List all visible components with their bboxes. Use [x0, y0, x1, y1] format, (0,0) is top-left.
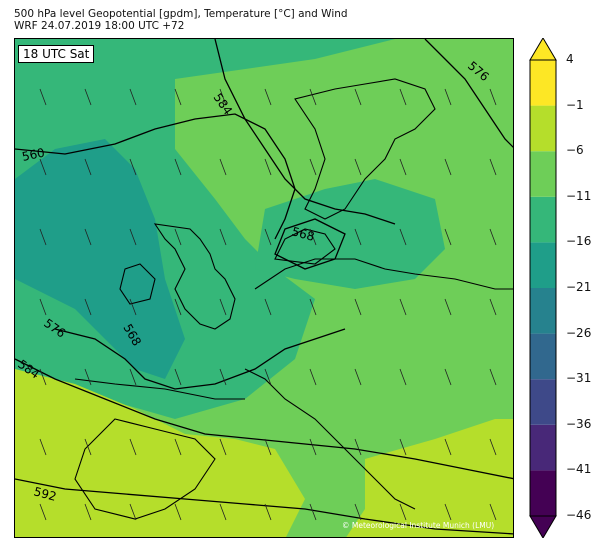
contour-label-568-center: 568 — [290, 224, 316, 243]
valid-time-label: 18 UTC Sat — [18, 45, 95, 63]
colorbar-segment — [530, 196, 556, 243]
colorbar-tick-label: −36 — [566, 416, 592, 431]
colorbar-segment — [530, 379, 556, 425]
contour-label-560: 560 — [21, 145, 46, 163]
colorbar-tick-label: −16 — [566, 234, 592, 249]
colorbar-tick-label: −46 — [566, 508, 592, 522]
copyright-text: © Meteorological Institute Munich (LMU) — [342, 521, 495, 530]
colorbar-tick-label: −41 — [566, 462, 592, 477]
colorbar-segment — [530, 333, 556, 380]
colorbar-segment — [530, 105, 556, 152]
contour-label-592: 592 — [32, 484, 58, 503]
temp-field-cold-core — [255, 179, 445, 289]
colorbar-segment — [530, 470, 556, 516]
chart-subtitle: WRF 24.07.2019 18:00 UTC +72 — [14, 20, 185, 32]
colorbar-segment — [530, 242, 556, 288]
temp-field-warm-south — [15, 369, 305, 537]
wind-barbs — [39, 88, 497, 521]
colorbar-segment — [530, 151, 556, 197]
chart-title: 500 hPa level Geopotential [gpdm], Tempe… — [14, 8, 348, 20]
colorbar-segment — [530, 288, 556, 334]
temperature-colorbar — [529, 38, 557, 538]
coastlines — [74, 78, 513, 520]
colorbar-tick-label: 4 — [566, 52, 574, 66]
colorbar-tick-label: −11 — [566, 188, 592, 203]
colorbar-segment — [530, 60, 556, 106]
temp-field-cold-west — [15, 139, 185, 379]
colorbar-tick-label: −6 — [566, 143, 584, 158]
temp-field-warm-southeast — [346, 419, 513, 537]
colorbar-tick-label: −21 — [566, 280, 592, 294]
colorbar-segment — [530, 424, 556, 471]
colorbar-bottom-arrow — [529, 515, 557, 538]
colorbar-tick-label: −26 — [566, 325, 592, 340]
colorbar-tick-label: −1 — [566, 97, 584, 112]
colorbar-top-arrow — [529, 38, 557, 61]
map-canvas: 576 584 560 568 568 576 584 592 — [15, 39, 513, 537]
map-panel: 576 584 560 568 568 576 584 592 — [14, 38, 514, 538]
colorbar-tick-label: −31 — [566, 371, 592, 386]
geopotential-contours — [15, 39, 513, 535]
